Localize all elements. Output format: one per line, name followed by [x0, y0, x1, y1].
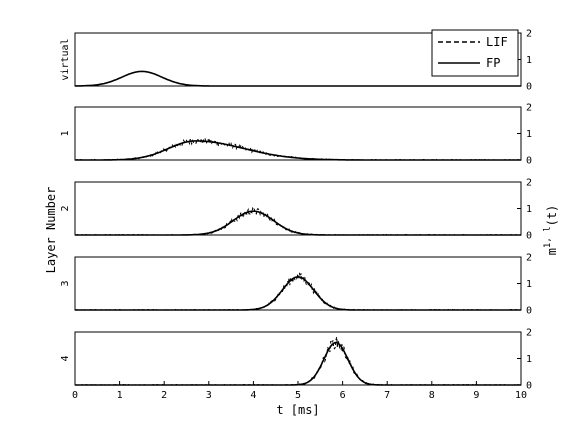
panel-frame [74, 331, 522, 386]
panel-frame [74, 256, 522, 311]
series-fp-line [75, 210, 521, 236]
y-tick-label: 2 [526, 29, 532, 40]
series-lif-line [74, 336, 521, 386]
y-tick-label: 2 [526, 328, 532, 339]
panel-3: 3 0 1 2 [60, 253, 532, 317]
x-tick-label: 4 [250, 390, 256, 401]
y-tick-label: 0 [526, 82, 532, 93]
y-tick-label: 0 [526, 306, 532, 317]
y-tick-label: 1 [526, 279, 532, 290]
panel-label: 3 [60, 280, 71, 286]
x-tick-label: 5 [295, 390, 301, 401]
x-tick-label: 0 [72, 390, 78, 401]
y-axis-label-right: m1, l(t) [543, 205, 559, 256]
y-axis-label-left: Layer Number [44, 187, 58, 274]
y-axis-label-right-sup: 1, l [543, 226, 553, 248]
panel-label: 2 [60, 205, 71, 211]
y-tick-label: 0 [526, 381, 532, 392]
y-axis-label-right-tail: (t) [545, 205, 559, 227]
y-tick-label: 0 [526, 231, 532, 242]
series-fp-line [75, 276, 521, 311]
panel-1: 1 0 1 2 [60, 103, 532, 167]
y-tick-label: 1 [526, 354, 532, 365]
y-tick-label: 1 [526, 55, 532, 66]
x-tick-label: 1 [117, 390, 123, 401]
y-tick-label: 2 [526, 253, 532, 264]
panel-label: 1 [60, 130, 71, 136]
x-tick-label: 3 [206, 390, 212, 401]
series-fp-line [75, 341, 521, 386]
series-lif-line [74, 137, 522, 161]
panel-virtual: virtual 0 1 2 [60, 29, 532, 93]
panel-label: virtual [60, 38, 71, 80]
series-lif-line [74, 206, 522, 236]
y-tick-label: 2 [526, 178, 532, 189]
y-axis-label-right-base: m [545, 248, 559, 255]
legend-label-lif: LIF [486, 35, 508, 49]
panel-4: 4 0 1 2 [60, 328, 532, 392]
x-tick-label: 8 [429, 390, 435, 401]
x-tick-label: 6 [340, 390, 346, 401]
x-tick-label: 7 [384, 390, 390, 401]
legend-box [431, 29, 519, 77]
x-tick-label: 2 [161, 390, 167, 401]
panel-frame [74, 181, 522, 236]
panel-frame [74, 106, 522, 161]
y-axis-label-right-text: m1, l(t) [543, 205, 559, 256]
series-fp-line [75, 140, 521, 161]
panel-label: 4 [60, 355, 71, 361]
y-tick-label: 2 [526, 103, 532, 114]
x-axis-label: t [ms] [276, 403, 319, 417]
series-lif-line [74, 272, 522, 311]
legend: LIF FP [431, 29, 519, 77]
y-tick-label: 1 [526, 129, 532, 140]
x-axis: 0 1 2 3 4 5 6 7 8 9 10 [72, 381, 527, 401]
x-tick-label: 9 [473, 390, 479, 401]
y-tick-label: 0 [526, 156, 532, 167]
y-tick-label: 1 [526, 204, 532, 215]
series-fp-line [75, 70, 521, 87]
x-tick-label: 10 [515, 390, 527, 401]
legend-label-fp: FP [486, 56, 500, 70]
